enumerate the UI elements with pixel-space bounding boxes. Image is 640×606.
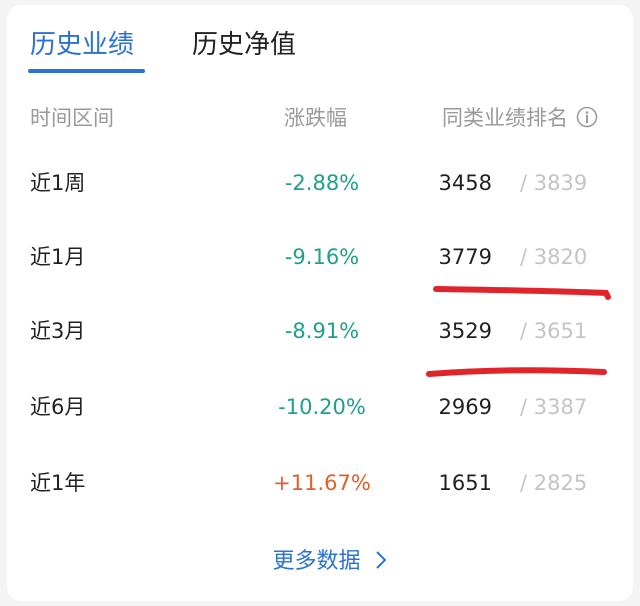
- active-tab-indicator: [28, 69, 145, 73]
- table-row: 近1月 -9.16% 3779 / 3820: [0, 237, 640, 277]
- period-label: 近1年: [30, 471, 86, 495]
- table-row: 近1年 +11.67% 1651 / 2825: [0, 463, 640, 503]
- header-period: 时间区间: [30, 106, 114, 130]
- change-value: -9.16%: [284, 245, 360, 269]
- tab-history-performance[interactable]: 历史业绩: [30, 30, 135, 60]
- header-change: 涨跌幅: [284, 106, 347, 130]
- tab-history-nav[interactable]: 历史净值: [192, 30, 297, 60]
- rank-total: / 3820: [520, 245, 588, 269]
- change-value: +11.67%: [273, 471, 371, 495]
- period-label: 近1月: [30, 245, 86, 269]
- rank-value: 1651: [438, 471, 492, 495]
- period-label: 近6月: [30, 395, 86, 419]
- table-row: 近6月 -10.20% 2969 / 3387: [0, 387, 640, 427]
- rank-total: / 3839: [520, 171, 588, 195]
- rank-value: 3529: [438, 319, 492, 343]
- info-circle-icon[interactable]: [576, 106, 598, 128]
- header-rank-label: 同类业绩排名: [442, 106, 568, 130]
- more-data-link[interactable]: 更多数据: [0, 546, 640, 578]
- change-value: -8.91%: [284, 319, 360, 343]
- performance-card: [7, 5, 633, 601]
- rank-value: 2969: [438, 395, 492, 419]
- rank-total: / 2825: [520, 471, 588, 495]
- table-row: 近1周 -2.88% 3458 / 3839: [0, 163, 640, 203]
- rank-total: / 3387: [520, 395, 588, 419]
- more-data-label: 更多数据: [272, 549, 361, 574]
- change-value: -2.88%: [284, 171, 360, 195]
- rank-value: 3779: [438, 245, 492, 269]
- chevron-right-icon: [375, 551, 386, 569]
- header-rank: 同类业绩排名: [442, 104, 598, 132]
- change-value: -10.20%: [278, 395, 366, 419]
- rank-value: 3458: [438, 171, 492, 195]
- period-label: 近1周: [30, 171, 86, 195]
- period-label: 近3月: [30, 319, 86, 343]
- rank-total: / 3651: [520, 319, 588, 343]
- table-row: 近3月 -8.91% 3529 / 3651: [0, 311, 640, 351]
